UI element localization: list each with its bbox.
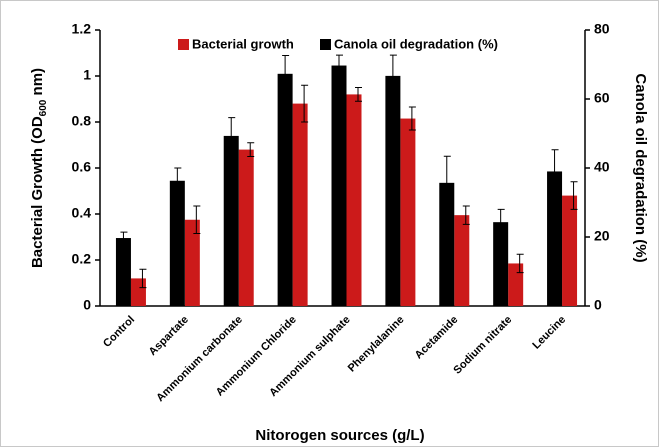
error-bar — [408, 106, 416, 131]
y-tick-label: 0 — [83, 297, 91, 313]
y-axis-label: Bacterial Growth (OD600 nm) — [29, 68, 49, 268]
legend-label: Bacterial growth — [192, 36, 294, 51]
y-label-part: nm) — [29, 68, 46, 100]
y-label-part: Bacterial Growth (OD — [29, 116, 46, 268]
error-bar — [516, 253, 524, 274]
bar — [562, 195, 578, 306]
bar — [277, 73, 293, 306]
y-tick-label: 1 — [83, 67, 91, 83]
x-tick-label: Control — [101, 314, 137, 350]
x-tick-label: Sodium nitrate — [451, 314, 514, 377]
bar — [115, 238, 131, 306]
legend-label: Canola oil degradation (%) — [334, 36, 498, 51]
x-tick-label: Phenylalanine — [346, 314, 407, 375]
bar — [169, 180, 185, 306]
error-bar — [174, 167, 182, 195]
x-tick-label: Acetamide — [413, 314, 461, 362]
bar — [292, 103, 308, 306]
bar — [223, 135, 239, 306]
legend-swatch — [178, 39, 189, 50]
bar — [400, 118, 416, 306]
y-tick-label: 0.2 — [72, 251, 92, 267]
bar — [346, 94, 362, 307]
y-tick-label: 0.6 — [72, 159, 92, 175]
y2-tick-label: 80 — [594, 21, 610, 37]
bar — [493, 222, 509, 306]
error-bar — [336, 54, 343, 77]
error-bar — [282, 55, 290, 93]
x-axis-label: Nitorogen sources (g/L) — [255, 427, 424, 444]
error-bar — [389, 54, 397, 98]
error-bar — [443, 155, 451, 210]
bar — [238, 149, 254, 306]
bar — [184, 219, 200, 306]
bar — [385, 75, 401, 306]
error-bar — [551, 149, 559, 194]
y-label-sub: 600 — [38, 99, 49, 116]
y-tick-label: 1.2 — [72, 21, 92, 37]
y-tick-label: 0.4 — [72, 205, 92, 221]
bar — [547, 171, 563, 306]
error-bar — [193, 205, 201, 235]
error-bar — [247, 142, 255, 157]
y2-axis-label: Canola oil degradation (%) — [632, 73, 649, 262]
bar — [454, 215, 470, 306]
bar — [130, 278, 146, 306]
bar — [508, 263, 524, 306]
error-bar — [301, 84, 309, 123]
y-tick-label: 0.8 — [72, 113, 92, 129]
y2-tick-label: 20 — [594, 228, 610, 244]
x-tick-label: Aspartate — [147, 314, 191, 358]
legend-swatch — [320, 39, 331, 50]
y2-tick-label: 0 — [594, 297, 602, 313]
bar — [439, 182, 455, 306]
error-bar — [120, 231, 128, 245]
bar — [331, 65, 347, 306]
y2-tick-label: 60 — [594, 90, 610, 106]
error-bar — [497, 208, 505, 236]
error-bar — [570, 181, 578, 210]
error-bar — [462, 205, 470, 225]
error-bar — [228, 117, 236, 155]
error-bar — [139, 268, 147, 289]
error-bar — [355, 87, 362, 102]
x-tick-label: Leucine — [530, 314, 568, 352]
y2-tick-label: 40 — [594, 159, 610, 175]
